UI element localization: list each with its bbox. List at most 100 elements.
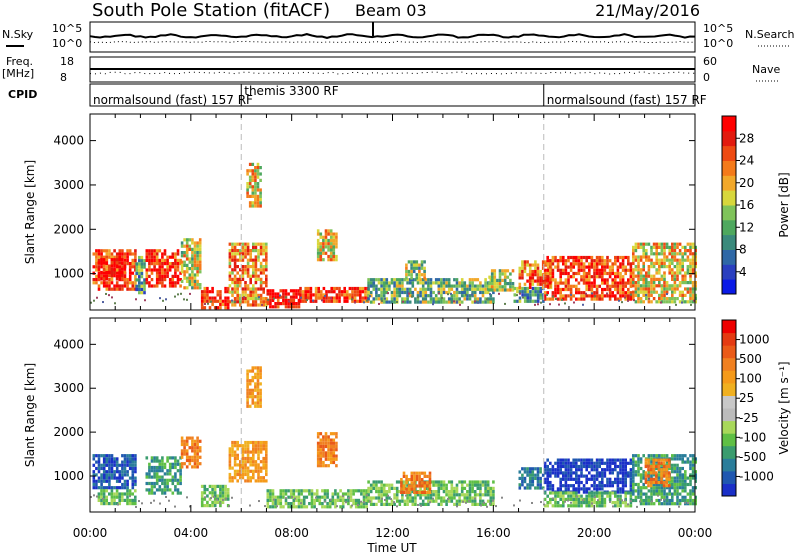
echo-cell [148,249,151,253]
echo-cell [118,268,122,272]
echo-cell [637,463,640,467]
echo-cell [228,476,232,480]
echo-cell [185,455,189,459]
echo-cell [585,480,588,485]
echo-cell [206,504,209,508]
echo-cell [642,473,645,477]
echo-cell [92,486,96,490]
echo-cell [248,182,252,186]
echo-cell [639,479,643,483]
echo-cell [92,457,96,461]
echo-cell [292,505,296,509]
echo-cell [316,441,320,445]
echo-cell [424,297,428,301]
echo-cell [185,276,189,280]
echo-cell [673,492,677,496]
echo-cell [128,262,132,266]
echo-cell [145,255,149,259]
echo-cell [642,470,645,474]
echo-cell [647,468,650,472]
echo-cell [608,271,612,276]
echo-cell [254,388,257,392]
echo-cell [662,471,666,475]
echo-cell [658,242,661,246]
echo-cell [665,300,669,304]
echo-cell [694,473,697,477]
echo-cell [254,372,257,376]
echo-cell [460,480,464,484]
echo-cell [113,498,116,502]
echo-cell [168,255,172,259]
echo-cell [649,480,653,485]
echo-cell [585,278,588,282]
echo-cell [239,444,242,448]
echo-cell [393,281,396,285]
echo-cell [658,261,661,265]
echo-cell [556,281,560,285]
echo-cell [341,505,345,509]
echo-cell [313,492,316,496]
echo-cell [105,479,109,483]
echo-cell [131,498,134,502]
echo-cell [642,277,645,281]
echo-cell [341,498,345,502]
echo-cell [161,258,164,262]
echo-cell [206,293,209,297]
echo-cell [265,440,268,445]
echo-cell [113,255,116,259]
echo-cell [123,482,127,487]
echo-cell [269,292,272,296]
echo-cell [163,478,167,482]
echo-cell [484,493,487,497]
echo-cell [403,300,407,304]
echo-cell [694,476,697,480]
echo-cell [183,452,186,456]
echo-cell [198,257,202,261]
colorbar-swatch [722,130,736,147]
echo-cell [541,285,545,290]
echo-cell [498,272,502,276]
echo-cell [608,284,612,288]
echo-cell [92,482,96,487]
echo-cell [590,275,594,279]
echo-cell [673,454,677,458]
echo-cell [403,290,407,295]
echo-cell [251,194,255,198]
echo-cell [619,471,622,475]
echo-cell [621,501,625,505]
echo-cell [424,502,428,506]
echo-cell [562,471,565,475]
echo-cell [335,258,338,262]
echo-cell [562,504,565,508]
colorbar-swatch [722,470,736,484]
echo-cell [113,264,116,268]
echo-cell [681,290,684,294]
echo-cell [105,262,109,266]
echo-cell [528,473,532,477]
echo-cell [369,502,373,506]
echo-cell [105,460,109,464]
echo-cell [134,463,137,467]
echo-cell [360,505,363,509]
echo-cell [501,288,504,292]
echo-cell [523,263,527,267]
echo-cell [251,162,255,166]
echo-cell [665,242,669,246]
echo-cell [265,450,268,454]
echo-cell [211,494,214,498]
echo-cell [569,504,573,508]
echo-cell [531,290,535,294]
scatter-cell [117,503,119,506]
echo-cell [655,245,658,249]
echo-cell [662,458,666,462]
echo-cell [153,485,156,489]
echo-cell [148,491,151,495]
echo-cell [265,460,268,464]
echo-cell [598,458,601,462]
echo-cell [161,469,164,473]
echo-cell [473,480,477,484]
echo-cell [259,300,263,304]
echo-cell [429,290,433,295]
echo-cell [634,463,638,467]
echo-cell [590,491,594,495]
